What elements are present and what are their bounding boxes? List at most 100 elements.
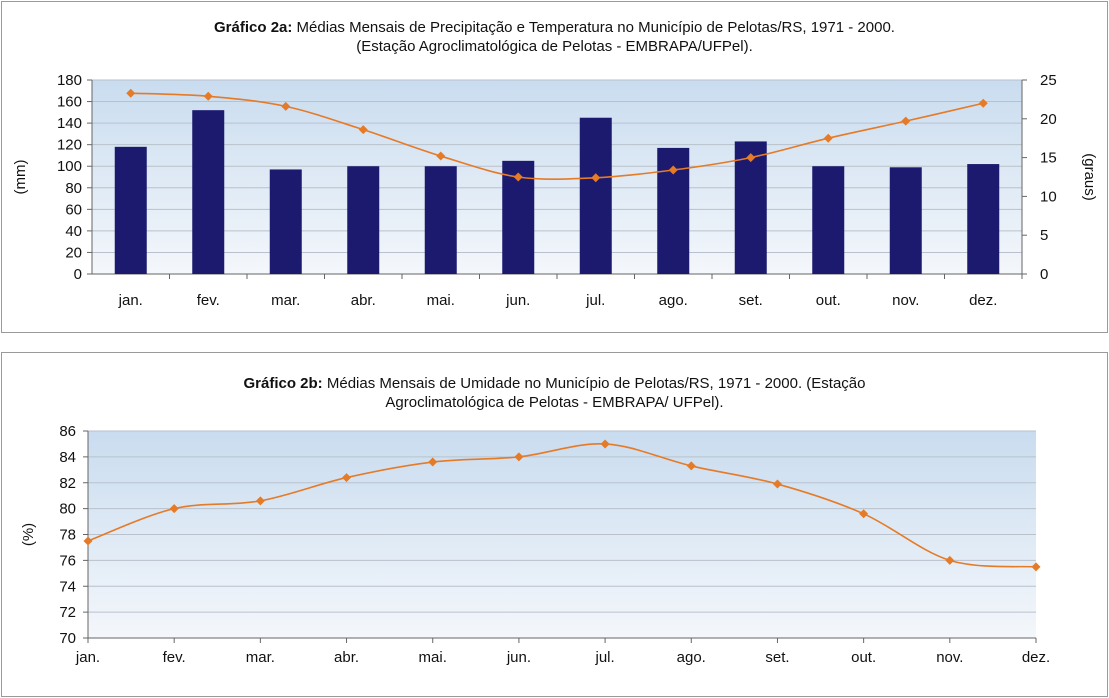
chart-b-humidity-point (428, 457, 438, 467)
chart-a-bar (424, 166, 457, 274)
chart-b-y-tick-label: 80 (59, 501, 76, 518)
chart-b-humidity-point (342, 473, 352, 483)
chart-a-plot-area (92, 80, 1022, 274)
chart-a-x-tick-label: dez. (969, 292, 997, 309)
chart-a-temperature-point (668, 165, 678, 175)
chart-a-temperature-point (746, 153, 756, 163)
chart-a-temperature-point (203, 91, 213, 101)
chart-a-bar (114, 146, 147, 274)
chart-b-x-tick-label: jan. (75, 649, 100, 666)
chart-b-y-tick-label: 86 (59, 423, 76, 440)
chart-b-x-tick-label: out. (851, 649, 876, 666)
chart-b-y-tick-label: 72 (59, 604, 76, 621)
chart-a-left-tick-label: 120 (57, 137, 82, 154)
chart-b-x-tick-label: mar. (246, 649, 275, 666)
chart-b-x-tick-label: set. (765, 649, 789, 666)
chart-a-left-tick-label: 20 (65, 244, 82, 261)
chart-a-right-tick-label: 25 (1040, 72, 1057, 89)
chart-b-x-tick-label: mai. (419, 649, 447, 666)
chart-b-svg: 70 72 74 76 78 80 82 84 86 jan. fev. mar. abr. mai. ju… (20, 423, 1050, 666)
chart-b-x-tick-label: fev. (163, 649, 186, 666)
chart-b-humidity-point (859, 509, 869, 519)
chart-a-bar (889, 167, 922, 274)
chart-a-left-tick-label: 80 (65, 180, 82, 197)
chart-a-left-tick-label: 40 (65, 223, 82, 240)
chart-a-right-tick-label: 0 (1040, 266, 1048, 283)
chart-b-y-tick-label: 84 (59, 449, 76, 466)
chart-b-humidity-point (514, 452, 524, 462)
chart-a-x-tick-label: mar. (271, 292, 300, 309)
chart-a-panel: Gráfico 2a: Médias Mensais de Precipitaç… (1, 1, 1108, 333)
chart-a-svg: 0 20 40 60 80 100 120 140 160 180 0 5 10 15 20 25 jan. fe… (12, 72, 1098, 309)
chart-a-title-rest: Médias Mensais de Precipitação e Tempera… (292, 19, 895, 36)
chart-b-title-line2: Agroclimatológica de Pelotas - EMBRAPA/ … (385, 394, 724, 411)
chart-b-title-rest: Médias Mensais de Umidade no Município d… (322, 375, 866, 392)
chart-b-humidity-point (83, 536, 93, 546)
chart-a-bar (347, 166, 380, 274)
chart-a-bar (579, 117, 612, 274)
chart-a-temperature-point (358, 125, 368, 135)
chart-b-humidity-point (772, 479, 782, 489)
chart-a-x-tick-label: out. (816, 292, 841, 309)
chart-b-y-tick-label: 78 (59, 527, 76, 544)
chart-b-y-tick-label: 82 (59, 475, 76, 492)
chart-a-right-tick-label: 5 (1040, 227, 1048, 244)
chart-b-humidity-point (1031, 562, 1041, 572)
chart-a-x-tick-label: fev. (197, 292, 220, 309)
chart-a-x-tick-label: jan. (118, 292, 143, 309)
chart-a-x-tick-label: abr. (351, 292, 376, 309)
chart-a-bar (812, 166, 845, 274)
chart-a-temperature-point (901, 116, 911, 126)
chart-a-temperature-point (513, 172, 523, 182)
chart-b-x-tick-label: ago. (677, 649, 706, 666)
chart-b-title-bold: Gráfico 2b: (243, 375, 323, 392)
chart-b-x-tick-label: abr. (334, 649, 359, 666)
chart-b-title: Gráfico 2b: Médias Mensais de Umidade no… (2, 374, 1107, 412)
chart-a-left-tick-label: 0 (74, 266, 82, 283)
chart-a-temperature-point (978, 98, 988, 108)
chart-b-humidity-point (945, 555, 955, 565)
chart-b-humidity-point (255, 496, 265, 506)
chart-b-x-tick-label: jul. (594, 649, 614, 666)
chart-a-temperature-point (281, 101, 291, 111)
chart-a-ylabel-left: (mm) (12, 160, 29, 195)
chart-a-right-tick-label: 15 (1040, 150, 1057, 167)
chart-a-temperature-point (436, 151, 446, 161)
chart-a-x-tick-label: nov. (892, 292, 919, 309)
chart-b-humidity-point (686, 461, 696, 471)
chart-a-left-tick-label: 140 (57, 115, 82, 132)
chart-b-humidity-line (87, 443, 1037, 568)
chart-a-temperature-point (823, 133, 833, 143)
chart-a-bar (734, 141, 767, 274)
chart-a-title-line2: (Estação Agroclimatológica de Pelotas - … (356, 38, 753, 55)
chart-b-y-tick-label: 74 (59, 578, 76, 595)
chart-a-left-tick-label: 180 (57, 72, 82, 89)
chart-a-temperature-point (126, 88, 136, 98)
chart-a-temperature-point (591, 173, 601, 183)
chart-b-y-tick-label: 76 (59, 552, 76, 569)
chart-a-x-tick-label: jul. (585, 292, 605, 309)
chart-a-bar (192, 110, 225, 274)
chart-b-y-tick-label: 70 (59, 630, 76, 647)
chart-b-x-tick-label: jun. (506, 649, 531, 666)
chart-a-left-tick-label: 60 (65, 201, 82, 218)
chart-a-bar (967, 164, 1000, 274)
chart-a-right-tick-label: 20 (1040, 111, 1057, 128)
chart-a-x-tick-label: set. (739, 292, 763, 309)
chart-b-x-tick-label: dez. (1022, 649, 1050, 666)
chart-a-temperature-line (130, 92, 984, 180)
chart-a-left-tick-label: 100 (57, 158, 82, 175)
chart-b-ylabel: (%) (20, 523, 37, 546)
chart-b-x-tick-label: nov. (936, 649, 963, 666)
chart-b-panel: Gráfico 2b: Médias Mensais de Umidade no… (1, 352, 1108, 697)
chart-a-ylabel-right: (graus) (1081, 153, 1098, 201)
chart-a-left-tick-label: 160 (57, 94, 82, 111)
chart-a-bar (269, 169, 302, 274)
chart-a-x-tick-label: mai. (427, 292, 455, 309)
chart-a-title-bold: Gráfico 2a: (214, 19, 293, 36)
chart-a-x-tick-label: ago. (659, 292, 688, 309)
chart-b-humidity-point (169, 504, 179, 514)
chart-a-x-tick-label: jun. (505, 292, 530, 309)
chart-a-right-tick-label: 10 (1040, 188, 1057, 205)
chart-b-humidity-point (600, 439, 610, 449)
